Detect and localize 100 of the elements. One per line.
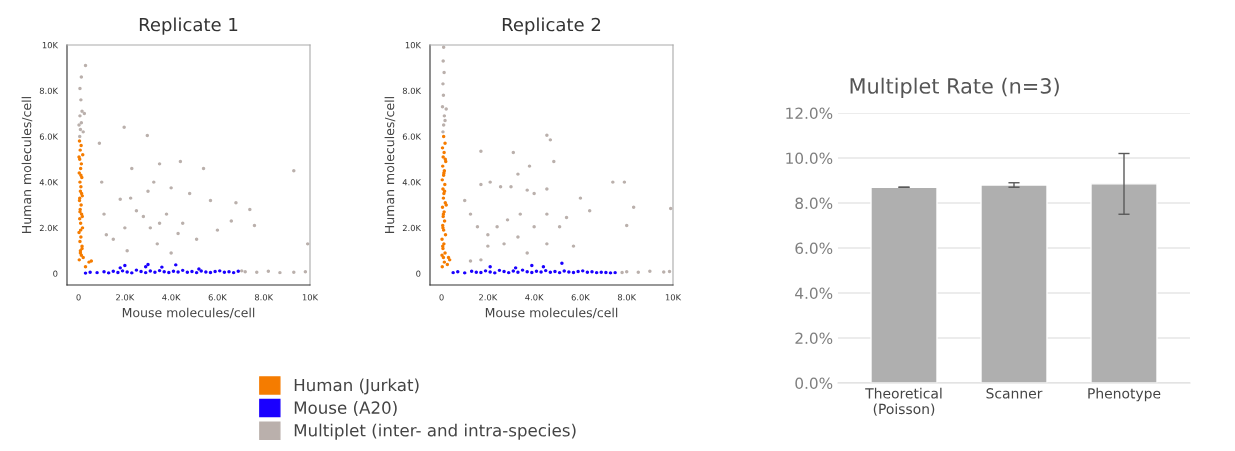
point [79, 98, 83, 102]
point [518, 212, 522, 216]
point [79, 185, 83, 189]
x-tick-label: 0 [76, 294, 81, 301]
point [560, 261, 564, 265]
point [79, 162, 84, 166]
y-tick-label: 10K [405, 41, 422, 49]
point [502, 242, 506, 246]
point [463, 198, 467, 203]
point [667, 269, 672, 274]
point [441, 164, 445, 168]
y-tick-label: 6.0K [39, 133, 59, 140]
point [532, 225, 536, 229]
y-tick-label: 10.0% [786, 152, 833, 165]
point [567, 270, 571, 274]
x-tick-label: 10K [665, 294, 682, 301]
point [545, 133, 549, 137]
point [187, 191, 192, 196]
point [557, 225, 562, 229]
point [204, 270, 208, 274]
point [440, 237, 444, 241]
point [622, 180, 627, 184]
legend-label: Multiplet (inter- and intra-species) [294, 423, 576, 440]
y-tick-label: 8.0% [795, 197, 833, 210]
point [488, 270, 492, 274]
point [171, 269, 176, 273]
point [668, 206, 673, 211]
point [562, 269, 566, 273]
legend-label: Mouse (A20) [294, 401, 397, 416]
point [516, 172, 520, 176]
y-tick-label: 12.0% [786, 107, 833, 120]
point [248, 207, 252, 212]
point [145, 133, 150, 138]
point [95, 270, 99, 275]
y-tick-label: 8.0K [39, 87, 59, 94]
point [176, 270, 180, 274]
point [169, 251, 173, 255]
point [134, 268, 139, 272]
legend-label: Human (Jurkat) [294, 378, 419, 395]
x-tick-label: Phenotype [1088, 387, 1161, 402]
point [83, 265, 88, 269]
point [564, 215, 569, 220]
point [625, 223, 629, 228]
point [662, 270, 666, 274]
point [83, 63, 88, 68]
point [516, 235, 520, 239]
x-tick-label: 2.0K [116, 294, 135, 301]
point [578, 196, 583, 200]
point [157, 162, 162, 166]
point [441, 93, 446, 97]
point [167, 270, 171, 275]
point [153, 270, 157, 274]
point [231, 270, 236, 275]
y-tick-label: 2.0K [402, 224, 422, 232]
point [208, 198, 213, 203]
point [441, 134, 446, 139]
point [479, 258, 483, 262]
point [587, 209, 592, 213]
point [88, 270, 92, 274]
point [79, 235, 83, 239]
y-tick-label: 2.0K [39, 224, 59, 232]
point [511, 150, 516, 155]
chart-title: Replicate 2 [502, 17, 601, 35]
point [78, 221, 83, 225]
point [557, 270, 562, 275]
point [505, 218, 510, 222]
point [79, 121, 84, 125]
y-tick-label: 6.0% [795, 242, 833, 255]
y-axis-title: Human molecules/cell [21, 97, 33, 233]
point [100, 180, 104, 184]
y-tick-label: 6.0K [402, 133, 422, 140]
point [493, 271, 497, 275]
point [511, 269, 516, 273]
point [443, 251, 447, 255]
chart-title: Multiplet Rate (n=3) [850, 77, 1059, 98]
y-tick-label: 8.0K [402, 87, 422, 94]
x-tick-label: 8.0K [617, 294, 637, 301]
point [571, 270, 576, 275]
point [194, 270, 199, 275]
point [440, 105, 445, 109]
point [130, 271, 134, 275]
point [475, 225, 480, 229]
point [451, 270, 455, 275]
y-tick-label: 2.0% [795, 332, 833, 345]
point [506, 270, 511, 275]
point [174, 263, 178, 267]
point [544, 268, 548, 273]
point [497, 268, 502, 273]
point [78, 114, 82, 118]
point [234, 201, 238, 205]
point [530, 270, 534, 275]
y-tick-label: 4.0K [402, 179, 422, 186]
point [305, 242, 310, 246]
x-tick-label: 10K [302, 294, 319, 301]
point [444, 107, 448, 111]
point [178, 159, 183, 164]
point [483, 269, 488, 273]
x-tick-label: 6.0K [208, 294, 227, 301]
x-tick-label: 4.0K [162, 294, 181, 301]
point [548, 138, 553, 142]
